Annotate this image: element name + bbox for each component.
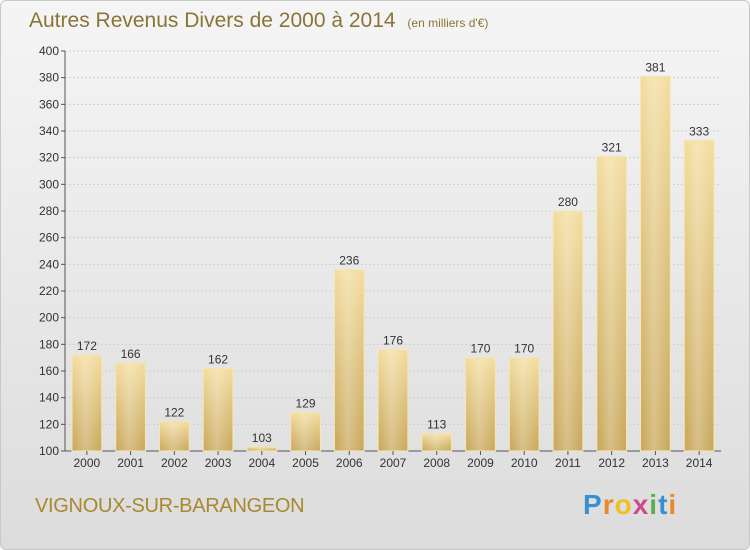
x-tick-label: 2005: [292, 456, 319, 470]
bar-value-label: 236: [339, 254, 359, 268]
x-tick-label: 2014: [686, 456, 713, 470]
bar-highlight: [686, 141, 713, 452]
bar-value-label: 170: [514, 342, 534, 356]
chart-subtitle: (en milliers d'€): [407, 16, 489, 30]
chart-title: Autres Revenus Divers de 2000 à 2014 (en…: [29, 9, 488, 33]
logo-letter: i: [649, 489, 659, 520]
y-tick-label: 260: [39, 231, 59, 245]
y-tick-label: 220: [39, 284, 59, 298]
x-tick-label: 2009: [467, 456, 494, 470]
bar-highlight: [555, 212, 581, 451]
bar-value-label: 321: [602, 140, 622, 154]
bar-highlight: [73, 356, 100, 451]
bar-value-label: 122: [164, 406, 184, 420]
x-tick-label: 2000: [74, 456, 101, 470]
bar-value-label: 381: [645, 60, 665, 74]
logo-letter: r: [602, 489, 615, 520]
logo-letter: t: [658, 489, 669, 520]
y-tick-label: 280: [39, 204, 59, 218]
bar-value-label: 333: [689, 124, 709, 138]
y-tick-label: 100: [39, 444, 59, 458]
x-tick-label: 2011: [555, 456, 581, 470]
bar-value-label: 129: [296, 396, 316, 410]
bar-highlight: [511, 358, 538, 451]
bar-highlight: [161, 422, 188, 451]
bar-value-label: 172: [77, 339, 97, 353]
y-tick-label: 160: [39, 364, 59, 378]
y-tick-label: 340: [39, 124, 59, 138]
y-tick-label: 300: [39, 177, 59, 191]
bar-value-label: 166: [121, 347, 141, 361]
logo-letter: o: [614, 489, 633, 520]
bar-highlight: [380, 350, 406, 451]
bar-value-label: 280: [558, 195, 578, 209]
bar-value-label: 113: [427, 418, 446, 432]
bar-highlight: [642, 77, 669, 451]
logo-letter: P: [583, 489, 603, 520]
place-name: VIGNOUX-SUR-BARANGEON: [35, 495, 305, 517]
x-tick-label: 2013: [642, 456, 669, 470]
y-tick-label: 140: [39, 391, 59, 405]
bar-highlight: [205, 369, 231, 451]
bar-value-label: 176: [383, 334, 403, 348]
bar-highlight: [598, 157, 625, 452]
bar-highlight: [117, 364, 144, 451]
logo-letter: x: [632, 489, 650, 520]
proxiti-logo: Proxiti: [583, 489, 677, 521]
bar-value-label: 162: [208, 352, 228, 366]
x-tick-label: 2006: [336, 456, 363, 470]
chart-title-text: Autres Revenus Divers de 2000 à 2014: [29, 9, 396, 32]
y-tick-label: 120: [39, 417, 59, 431]
y-tick-label: 320: [39, 151, 59, 165]
bar-highlight: [292, 413, 319, 451]
x-tick-label: 2007: [380, 456, 407, 470]
bar-value-label: 170: [470, 342, 490, 356]
x-tick-label: 2010: [511, 456, 538, 470]
x-tick-label: 2003: [205, 456, 232, 470]
y-tick-label: 360: [39, 97, 59, 111]
logo-letter: i: [668, 489, 678, 520]
bar-highlight: [336, 270, 363, 451]
y-tick-label: 240: [39, 257, 59, 271]
bar-highlight: [467, 358, 494, 451]
x-tick-label: 2002: [161, 456, 188, 470]
bar-highlight: [423, 434, 450, 451]
y-tick-label: 400: [39, 44, 59, 58]
y-tick-label: 200: [39, 311, 59, 325]
y-tick-label: 180: [39, 337, 59, 351]
bar-highlight: [248, 448, 275, 451]
x-tick-label: 2008: [423, 456, 450, 470]
x-tick-label: 2001: [117, 456, 144, 470]
x-tick-label: 2004: [248, 456, 275, 470]
bar-value-label: 103: [252, 431, 272, 445]
x-tick-label: 2012: [598, 456, 625, 470]
y-tick-label: 380: [39, 71, 59, 85]
